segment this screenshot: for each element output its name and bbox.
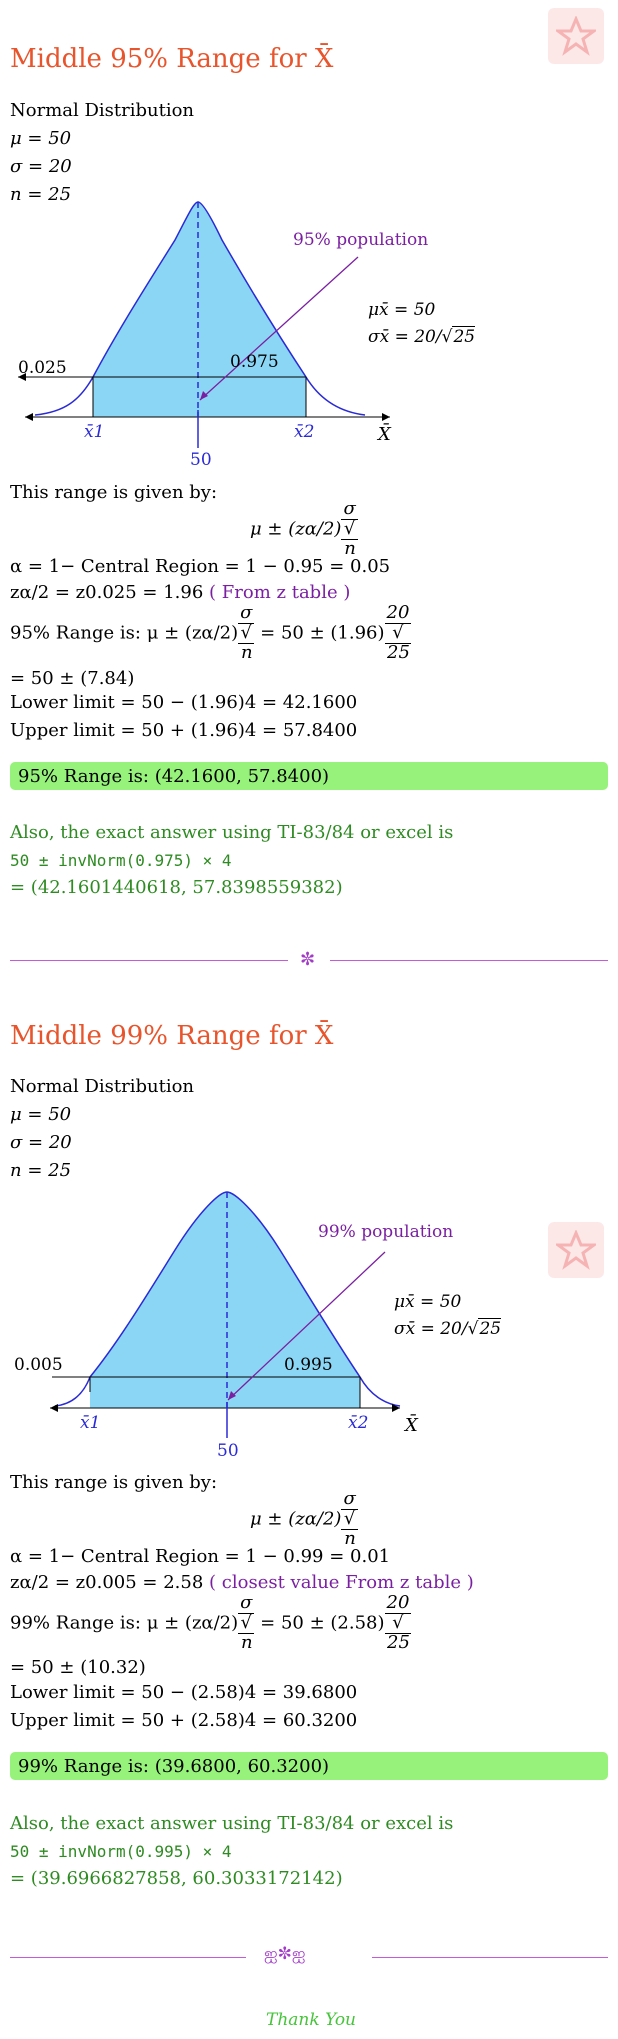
answer-box: 99% Range is: (39.6800, 60.3200) [10, 1752, 608, 1780]
equals-line: = 50 ± (7.84) [10, 668, 135, 689]
sigma-xbar-label: σx̄ = 20/√25 [394, 1318, 502, 1339]
alpha-line: α = 1− Central Region = 1 − 0.99 = 0.01 [10, 1546, 391, 1567]
distribution-label: Normal Distribution [10, 1076, 195, 1097]
central-area [90, 1192, 360, 1408]
right-area-label: 0.995 [284, 1355, 333, 1375]
range-formula: μ ± (zα/2) σ √ n [250, 1488, 358, 1549]
upper-limit: Upper limit = 50 + (2.58)4 = 60.3200 [10, 1710, 358, 1731]
ornament-icon: ஐ✼ஐ [264, 1944, 306, 1964]
sigma-value: σ = 20 [10, 156, 72, 177]
section-heading: Middle 95% Range for X̄ [10, 44, 334, 74]
range-intro: This range is given by: [10, 482, 218, 503]
mu-value: μ = 50 [10, 128, 72, 149]
left-tail-label: 0.025 [18, 358, 67, 378]
mu-xbar-label: μx̄ = 50 [368, 300, 436, 320]
z-line: zα/2 = z0.005 = 2.58 ( closest value Fro… [10, 1572, 474, 1593]
section-heading: Middle 99% Range for X̄ [10, 1021, 334, 1051]
divider-line [330, 960, 608, 961]
distribution-label: Normal Distribution [10, 100, 195, 121]
divider-line [372, 1957, 608, 1958]
population-arrow [199, 256, 359, 401]
answer-box: 95% Range is: (42.1600, 57.8400) [10, 762, 608, 790]
x2-label: x̄2 [348, 1413, 369, 1433]
population-arrow [227, 1251, 386, 1401]
x1-label: x̄1 [80, 1413, 101, 1433]
x2-label: x̄2 [294, 422, 315, 442]
population-label: 99% population [318, 1222, 454, 1242]
range-formula: μ ± (zα/2) σ √ n [250, 498, 358, 559]
ti-result: = (39.6966827858, 60.3033172142) [10, 1868, 343, 1889]
lower-limit: Lower limit = 50 − (2.58)4 = 39.6800 [10, 1682, 358, 1703]
center-label: 50 [217, 1441, 239, 1461]
upper-limit: Upper limit = 50 + (1.96)4 = 57.8400 [10, 720, 358, 741]
lower-limit: Lower limit = 50 − (1.96)4 = 42.1600 [10, 692, 358, 713]
range-expression: 95% Range is: μ ± (zα/2) σ √ n = 50 ± (1.96… [10, 602, 412, 663]
left-tail-label: 0.005 [14, 1355, 63, 1375]
normal-curve-chart [18, 201, 390, 448]
ti-expression: 50 ± invNorm(0.975) × 4 [10, 851, 232, 870]
star-logo-icon [548, 8, 604, 64]
star-logo-icon [548, 1222, 604, 1278]
central-area [93, 202, 306, 417]
axis-label: X̄ [378, 424, 391, 445]
z-line: zα/2 = z0.025 = 1.96 ( From z table ) [10, 582, 351, 603]
mu-value: μ = 50 [10, 1104, 72, 1125]
range-expression: 99% Range is: μ ± (zα/2) σ √ n = 50 ± (2.58… [10, 1592, 412, 1653]
sigma-xbar-label: σx̄ = 20/√25 [368, 326, 476, 347]
center-label: 50 [190, 450, 212, 470]
equals-line: = 50 ± (10.32) [10, 1657, 146, 1678]
population-label: 95% population [293, 230, 429, 250]
n-value: n = 25 [10, 1160, 72, 1181]
normal-curve-chart [50, 1191, 401, 1438]
axis-label: X̄ [405, 1415, 418, 1436]
divider-line [10, 1957, 246, 1958]
ti-expression: 50 ± invNorm(0.995) × 4 [10, 1842, 232, 1861]
x1-label: x̄1 [84, 422, 105, 442]
divider-line [10, 960, 288, 961]
right-area-label: 0.975 [230, 352, 279, 372]
ti-result: = (42.1601440618, 57.8398559382) [10, 877, 343, 898]
n-value: n = 25 [10, 184, 72, 205]
also-text: Also, the exact answer using TI-83/84 or… [10, 1813, 454, 1834]
closing-text: Thank You [266, 2010, 357, 2030]
also-text: Also, the exact answer using TI-83/84 or… [10, 822, 454, 843]
alpha-line: α = 1− Central Region = 1 − 0.95 = 0.05 [10, 556, 391, 577]
mu-xbar-label: μx̄ = 50 [394, 1292, 462, 1312]
fleuron-icon: ✼ [300, 949, 316, 970]
range-intro: This range is given by: [10, 1472, 218, 1493]
sigma-value: σ = 20 [10, 1132, 72, 1153]
